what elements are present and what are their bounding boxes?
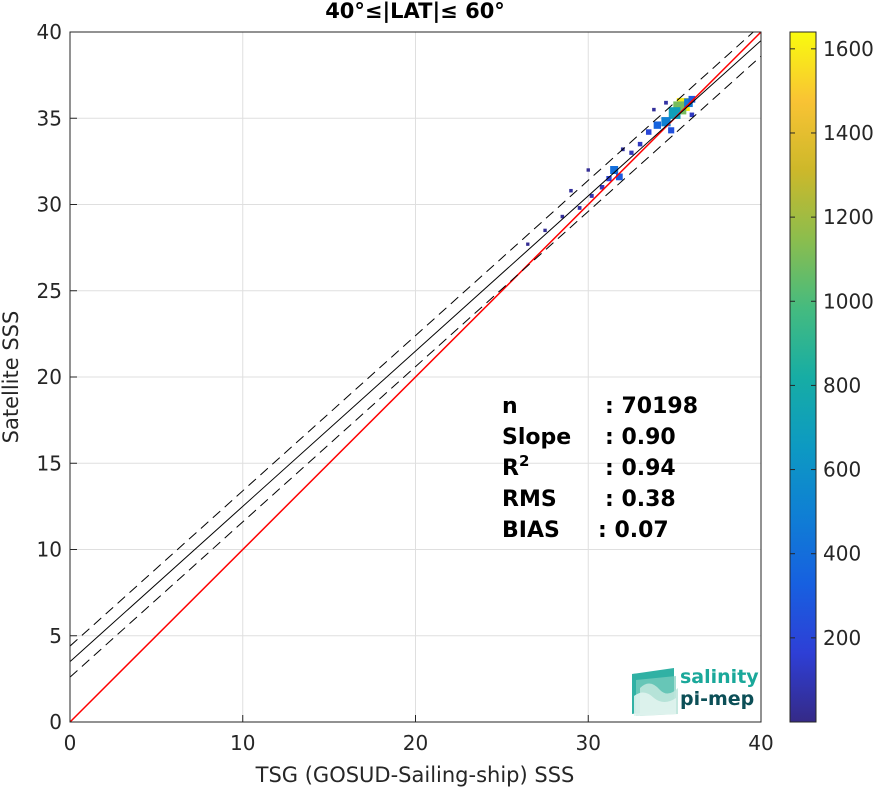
density-cell [577, 206, 582, 210]
x-tick-label: 10 [230, 731, 255, 755]
density-cell [664, 100, 668, 105]
x-tick-label: 30 [576, 731, 601, 755]
density-cell [668, 127, 675, 134]
density-cell [589, 193, 594, 198]
logo-text-salinity: salinity [680, 666, 759, 688]
y-tick-label: 40 [37, 20, 62, 44]
density-cell [689, 112, 695, 118]
density-cell [569, 188, 573, 193]
density-cell [668, 107, 681, 119]
stat-label: n [502, 394, 518, 419]
colorbar [789, 31, 817, 723]
density-cell [610, 166, 619, 174]
density-cell [653, 121, 662, 129]
density-cell [661, 117, 671, 127]
density-cell [599, 185, 605, 190]
density-cell [606, 176, 612, 182]
y-tick-label: 10 [37, 538, 62, 562]
stat-value: : 0.94 [605, 456, 676, 481]
line-lower [70, 55, 761, 678]
density-cell [645, 129, 652, 135]
logo-text-pimep: pi-mep [680, 688, 754, 710]
colorbar-tick-label: 600 [823, 458, 861, 482]
stat-value: : 0.07 [598, 518, 669, 543]
y-axis-title: Satellite SSS [0, 311, 23, 444]
stat-label-text: R [502, 456, 519, 481]
density-cell [637, 141, 643, 147]
y-tick-label: 0 [49, 710, 62, 734]
x-tick-label: 20 [403, 731, 428, 755]
stat-label-text: BIAS [502, 518, 560, 543]
y-tick-label: 35 [37, 106, 62, 130]
colorbar-tick-label: 1000 [823, 289, 874, 313]
density-cell [688, 95, 696, 103]
logo: salinity pi-mep [632, 666, 759, 716]
x-tick-label: 0 [64, 731, 77, 755]
colorbar-tick-label: 400 [823, 542, 861, 566]
density-cell [615, 173, 623, 181]
y-tick-label: 30 [37, 193, 62, 217]
x-axis: 0 10 20 30 40 [64, 715, 774, 755]
y-tick-label: 25 [37, 279, 62, 303]
density-cell [543, 228, 547, 233]
stat-label: R2 [502, 452, 529, 481]
y-axis: 0 5 10 15 20 25 30 35 40 [37, 20, 77, 734]
colorbar-tick-label: 1600 [823, 37, 874, 61]
density-cell [586, 168, 590, 172]
density-cell [629, 150, 634, 155]
stat-label: RMS [502, 487, 557, 512]
line-one-to-one [70, 32, 761, 722]
colorbar-tick-label: 800 [823, 373, 861, 397]
colorbar-tick-label: 1200 [823, 205, 874, 229]
stat-value: : 70198 [605, 394, 698, 419]
stat-label-text: Slope [502, 425, 571, 450]
y-tick-label: 5 [49, 624, 62, 648]
line-regression [70, 40, 761, 662]
density-cell [684, 98, 693, 108]
stat-label-text: RMS [502, 487, 557, 512]
colorbar-axis: 200 400 600 800 1000 1200 1400 1600 [790, 37, 874, 650]
y-tick-label: 20 [37, 365, 62, 389]
logo-wave-icon [632, 668, 678, 716]
x-tick-label: 40 [748, 731, 773, 755]
x-axis-title: TSG (GOSUD-Sailing-ship) SSS [255, 763, 575, 787]
stat-label-superscript: 2 [519, 452, 529, 470]
line-upper [70, 32, 755, 647]
stat-value: : 0.38 [605, 487, 676, 512]
stats-box: n : 70198 Slope : 0.90 R2 : 0.94 RMS : 0.38 BIAS… [502, 394, 698, 543]
y-tick-label: 15 [37, 451, 62, 475]
fit-lines [70, 32, 761, 722]
stat-label-text: n [502, 394, 518, 419]
stat-value: : 0.90 [605, 425, 676, 450]
stat-label: BIAS [502, 518, 560, 543]
density-cell [560, 214, 565, 219]
colorbar-tick-label: 1400 [823, 121, 874, 145]
chart-title: 40°≤|LAT|≤ 60° [325, 0, 505, 24]
density-cell [526, 242, 530, 246]
colorbar-tick-label: 200 [823, 626, 861, 650]
stat-label: Slope [502, 425, 571, 450]
density-cell [652, 107, 656, 112]
